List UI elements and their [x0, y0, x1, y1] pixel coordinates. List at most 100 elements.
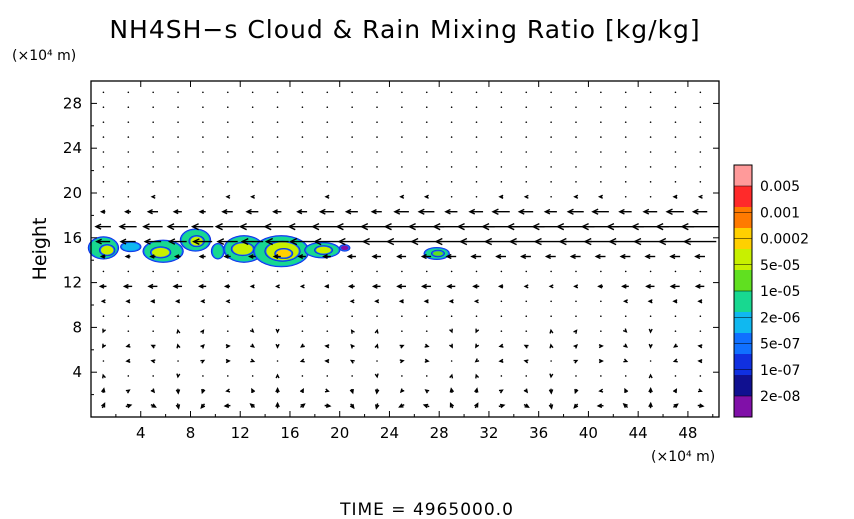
wind-dot — [575, 136, 577, 138]
colorbar: 0.005 0.001 0.0002 5e-05 1e-05 2e-06 5e-07 1e-0… — [733, 164, 809, 418]
wind-dot — [301, 181, 304, 183]
wind-dot — [127, 375, 130, 377]
wind-dot — [177, 106, 179, 109]
wind-dot — [649, 360, 652, 362]
wind-dot — [500, 270, 503, 273]
wind-dot — [351, 315, 353, 318]
wind-dot — [276, 195, 279, 198]
wind-dot — [674, 330, 677, 332]
wind-dot — [251, 106, 254, 109]
wind-dot — [475, 181, 478, 183]
wind-arrow-head — [275, 373, 280, 379]
wind-arrow-head — [573, 194, 579, 199]
wind-arrow-head — [399, 388, 405, 394]
wind-arrow-head — [475, 343, 480, 349]
cloud-patch — [151, 247, 170, 257]
wind-dot — [301, 315, 304, 318]
wind-arrow-head — [621, 283, 627, 289]
wind-arrow-head — [249, 328, 255, 333]
wind-dot — [376, 136, 378, 138]
wind-arrow-head — [597, 284, 603, 289]
wind-arrow-head — [176, 373, 181, 379]
wind-arrow-head — [445, 253, 452, 260]
wind-arrow-head — [573, 359, 579, 364]
wind-arrow-head — [573, 284, 579, 289]
wind-arrow-head — [167, 238, 176, 245]
colorbar-swatch — [734, 375, 752, 397]
wind-dot — [475, 151, 478, 153]
x-tick-label: 40 — [579, 424, 598, 442]
y-axis: 4 8 12 16 20 24 28 — [63, 80, 719, 396]
wind-arrow-head — [287, 222, 296, 231]
wind-dot — [450, 121, 453, 123]
wind-dot — [624, 166, 627, 168]
wind-arrow-head — [125, 358, 131, 363]
wind-dot — [301, 166, 304, 168]
wind-arrow-head — [172, 283, 179, 289]
x-tick-label: 12 — [231, 424, 250, 442]
wind-dot — [152, 330, 154, 332]
wind-dot — [699, 315, 702, 318]
wind-dot — [326, 270, 329, 273]
wind-dot — [425, 315, 428, 318]
wind-dot — [251, 375, 254, 377]
wind-arrow-head — [299, 388, 304, 394]
wind-arrow-head — [176, 343, 181, 349]
wind-arrow-head — [299, 358, 305, 363]
wind-arrow-head — [324, 358, 330, 364]
wind-arrow-head — [250, 343, 255, 348]
x-axis: 4 8 12 16 20 24 28 32 36 40 44 48 — [115, 81, 714, 442]
wind-dot — [525, 166, 528, 168]
wind-dot — [376, 181, 378, 183]
wind-dot — [326, 181, 329, 183]
wind-dot — [202, 315, 204, 318]
wind-dot — [500, 300, 503, 303]
wind-arrow-head — [349, 388, 354, 395]
wind-dot — [351, 121, 353, 123]
cloud-patch — [340, 245, 349, 251]
wind-arrow-head — [533, 237, 542, 246]
wind-dot — [127, 106, 130, 109]
wind-dot — [450, 106, 453, 109]
wind-dot — [177, 195, 179, 198]
wind-dot — [276, 151, 279, 153]
wind-arrow-head — [648, 387, 653, 393]
wind-arrow-head — [190, 223, 199, 231]
wind-arrow-head — [225, 194, 231, 199]
wind-arrow-head — [475, 328, 480, 334]
wind-dot — [177, 91, 179, 94]
wind-arrow-head — [324, 344, 330, 349]
wind-arrow-head — [166, 223, 175, 231]
wind-arrow-head — [125, 389, 131, 394]
colorbar-swatch — [734, 186, 752, 208]
wind-arrow-head — [642, 208, 650, 215]
wind-dot — [226, 151, 229, 153]
wind-dot — [649, 106, 652, 109]
wind-arrow-head — [247, 254, 254, 259]
y-tick-label: 28 — [63, 94, 82, 112]
wind-arrow-head — [446, 283, 453, 289]
wind-arrow-head — [347, 284, 354, 289]
wind-dot — [127, 330, 130, 332]
wind-dot — [624, 375, 627, 377]
wind-dot — [550, 121, 552, 123]
wind-arrow-head — [456, 222, 465, 231]
cloud-patch — [122, 242, 140, 251]
wind-dot — [326, 121, 329, 123]
wind-arrow-head — [523, 359, 529, 364]
wind-arrow-head — [622, 299, 628, 304]
wind-dot — [425, 106, 428, 109]
wind-arrow-head — [407, 222, 416, 231]
wind-dot — [351, 151, 353, 153]
wind-arrow-head — [118, 223, 126, 230]
wind-dot — [276, 166, 279, 168]
colorbar-label: 5e-07 — [760, 337, 800, 353]
wind-dot — [401, 181, 403, 183]
cloud-patch — [100, 245, 114, 255]
wind-dot — [600, 375, 602, 377]
wind-arrow-head — [422, 403, 429, 409]
wind-dot — [425, 136, 428, 138]
wind-dot — [102, 136, 105, 138]
x-tick-label: 4 — [136, 424, 146, 442]
wind-dot — [674, 315, 677, 318]
